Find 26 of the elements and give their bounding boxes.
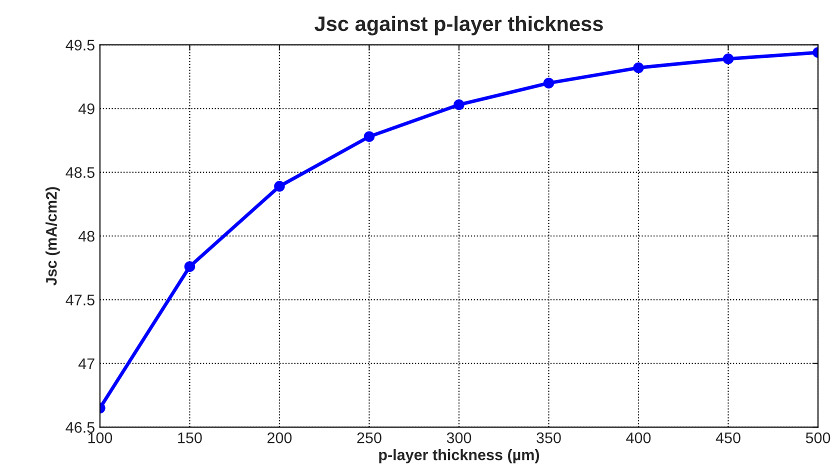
y-tick-label: 47 [78, 358, 94, 369]
point [274, 180, 285, 192]
chart-title: Jsc against p-layer thickness [314, 16, 603, 36]
y-axis-title: Jsc (mA/cm2) [46, 187, 60, 286]
x-tick-label: 100 [88, 432, 112, 444]
y-tick-label: 46.5 [66, 422, 94, 433]
x-tick-label: 200 [267, 432, 292, 444]
x-tick-label: 250 [357, 432, 382, 444]
y-tick-label: 48 [78, 230, 94, 242]
point [633, 62, 644, 74]
x-tick-label: 400 [626, 432, 651, 444]
x-tick-label: 450 [716, 432, 740, 444]
x-axis-title: p-layer thickness (µm) [379, 449, 540, 464]
point [543, 78, 554, 88]
y-tick-label: 47.5 [66, 294, 94, 306]
x-tick-label: 350 [536, 432, 561, 444]
y-tick-label: 48.5 [66, 167, 94, 178]
point [454, 99, 464, 110]
x-tick-label: 300 [446, 432, 472, 444]
point [722, 53, 734, 64]
x-tick-label: 500 [806, 432, 830, 444]
y-tick-label: 49 [78, 103, 94, 114]
point [364, 131, 375, 142]
x-tick-label: 150 [178, 432, 202, 444]
y-tick-label: 49.5 [66, 40, 94, 51]
point [184, 261, 196, 272]
